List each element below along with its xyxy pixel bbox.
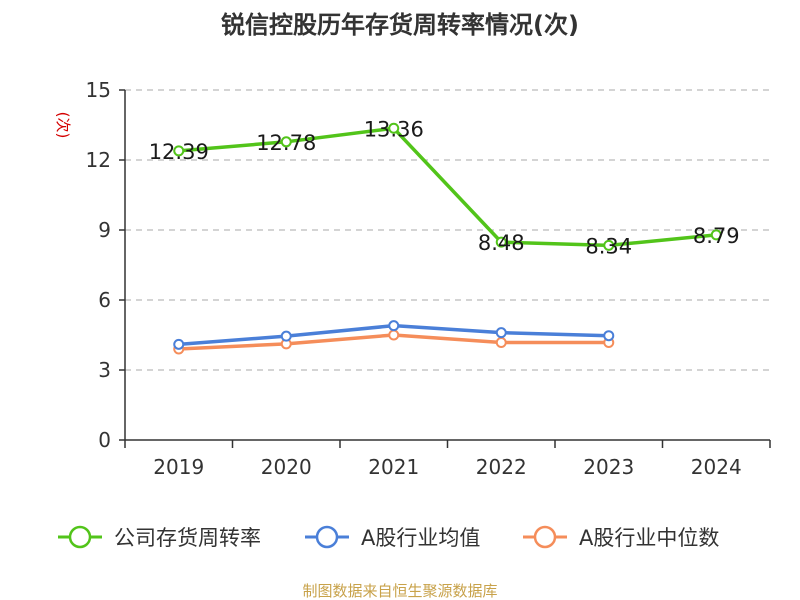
data-point [388, 329, 400, 341]
y-tick-label: 6 [98, 288, 111, 312]
x-tick-label: 2020 [261, 455, 312, 479]
data-point [388, 122, 400, 134]
data-point [603, 330, 615, 342]
x-tick-label: 2022 [476, 455, 527, 479]
legend-label: 公司存货周转率 [114, 526, 261, 550]
data-point [495, 336, 507, 348]
chart-title: 锐信控股历年存货周转率情况(次) [221, 11, 579, 39]
data-label: 12.39 [149, 140, 209, 164]
y-tick-label: 0 [98, 428, 111, 452]
data-point [173, 145, 185, 157]
source-note: 制图数据来自恒生聚源数据库 [302, 582, 497, 600]
data-label: 8.48 [478, 231, 525, 255]
data-label: 8.79 [693, 224, 740, 248]
data-point [173, 338, 185, 350]
data-label: 12.78 [256, 131, 316, 155]
legend-label: A股行业均值 [361, 526, 480, 550]
y-axis-unit: (次) [54, 112, 72, 139]
data-point [280, 136, 292, 148]
x-tick-label: 2024 [691, 455, 742, 479]
axes: 0 3 6 9 12 15 2019 2020 2021 2022 2023 2024 [86, 78, 771, 479]
x-tick-label: 2019 [153, 455, 204, 479]
data-point [495, 236, 507, 248]
data-point [710, 229, 722, 241]
data-label: 8.34 [585, 234, 632, 258]
legend-marker [533, 525, 557, 549]
y-tick-label: 15 [86, 78, 111, 102]
legend-marker [68, 525, 92, 549]
data-point [603, 239, 615, 251]
x-tick-label: 2023 [583, 455, 634, 479]
y-tick-label: 12 [86, 148, 111, 172]
legend: 公司存货周转率 A股行业均值 A股行业中位数 [58, 525, 719, 550]
data-point [388, 320, 400, 332]
data-labels: 12.39 12.78 13.36 8.48 8.34 8.79 [149, 117, 740, 258]
grid-lines [125, 89, 770, 371]
series-layer [173, 122, 722, 355]
x-tick-label: 2021 [368, 455, 419, 479]
series-line [178, 126, 717, 248]
data-point [280, 330, 292, 342]
data-label: 13.36 [364, 117, 424, 141]
y-tick-label: 3 [98, 358, 111, 382]
legend-marker [315, 525, 339, 549]
legend-label: A股行业中位数 [579, 526, 719, 550]
data-point [495, 327, 507, 339]
y-tick-label: 9 [98, 218, 111, 242]
